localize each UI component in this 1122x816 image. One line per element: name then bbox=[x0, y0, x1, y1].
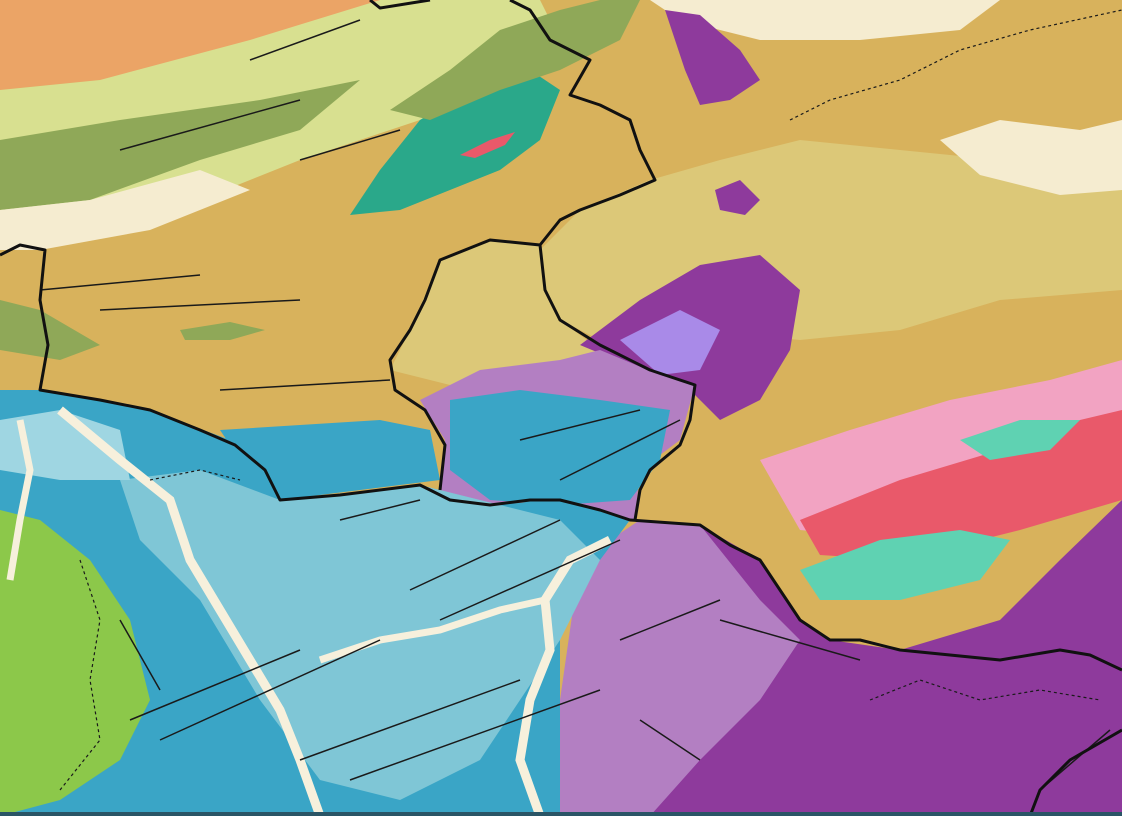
river-branch bbox=[318, 596, 546, 664]
unit-teal-ne bbox=[960, 420, 1080, 460]
unit-green-ridge bbox=[390, 0, 640, 120]
unit-violet-light bbox=[620, 310, 720, 375]
unit-purple-north bbox=[665, 10, 760, 105]
unit-purple-se bbox=[620, 500, 1122, 816]
unit-khaki-central bbox=[390, 240, 600, 385]
unit-olive-west bbox=[0, 300, 100, 360]
unit-orange-nw bbox=[0, 0, 380, 90]
unit-light-blue-basin bbox=[120, 470, 600, 800]
unit-olive-band bbox=[0, 80, 360, 210]
unit-purple-small bbox=[715, 180, 760, 215]
unit-cream-patch-e bbox=[940, 120, 1122, 195]
river-west bbox=[57, 406, 325, 816]
bottom-edge-bar bbox=[0, 812, 1122, 816]
unit-blue-central bbox=[450, 390, 670, 505]
fault-lines bbox=[39, 19, 1111, 791]
river-far-west bbox=[6, 419, 34, 581]
unit-cream-ne bbox=[650, 0, 1000, 40]
unit-pale-blue-west bbox=[0, 410, 130, 480]
unit-teal-belt bbox=[800, 530, 1010, 600]
unit-cream-band bbox=[0, 170, 250, 250]
admin-boundaries bbox=[59, 9, 1122, 791]
unit-dark-teal-ridge bbox=[350, 70, 560, 215]
unit-lavender-south bbox=[560, 520, 800, 816]
unit-blue-plateau bbox=[220, 420, 440, 500]
unit-green-sw bbox=[0, 510, 150, 816]
river-central bbox=[515, 535, 613, 816]
unit-olive-lens bbox=[180, 322, 265, 340]
unit-red-lens bbox=[460, 132, 515, 158]
